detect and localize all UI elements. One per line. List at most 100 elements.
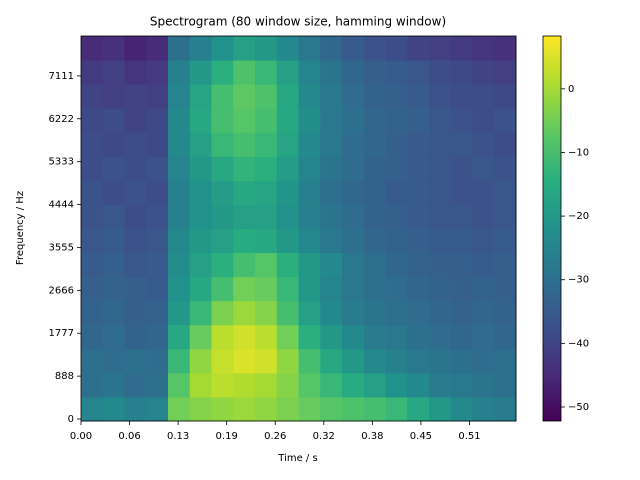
heatmap-cell: [146, 132, 169, 157]
heatmap-cell: [298, 60, 321, 85]
x-tick-label: 0.51: [458, 431, 480, 442]
heatmap-cell: [81, 156, 104, 181]
heatmap-cell: [450, 84, 473, 109]
heatmap-cell: [102, 348, 125, 374]
heatmap-cell: [494, 156, 517, 181]
heatmap-cell: [494, 132, 517, 157]
heatmap-cell: [320, 348, 343, 374]
heatmap-cell: [124, 276, 147, 302]
heatmap-cell: [124, 324, 147, 350]
x-tick-label: 0.06: [118, 431, 140, 442]
heatmap-cell: [211, 156, 234, 181]
heatmap-cell: [320, 276, 343, 302]
heatmap-cell: [298, 372, 321, 398]
heatmap-cell: [233, 348, 256, 374]
heatmap-cell: [429, 300, 452, 326]
heatmap-cell: [298, 252, 321, 278]
heatmap-cell: [211, 396, 234, 422]
heatmap-cell: [168, 132, 191, 157]
heatmap-cell: [363, 204, 386, 229]
heatmap-cell: [450, 156, 473, 181]
heatmap-cell: [146, 300, 169, 326]
y-tick-label: 2666: [49, 285, 74, 296]
heatmap-cell: [342, 108, 365, 133]
heatmap-cell: [189, 108, 212, 133]
heatmap-cell: [494, 108, 517, 133]
heatmap-cell: [363, 132, 386, 157]
heatmap-cell: [342, 228, 365, 254]
heatmap-cell: [189, 60, 212, 85]
heatmap-cell: [429, 396, 452, 422]
heatmap-cell: [233, 36, 256, 61]
heatmap-cell: [472, 60, 495, 85]
heatmap-cell: [494, 348, 517, 374]
heatmap-cell: [429, 180, 452, 205]
heatmap-cell: [102, 372, 125, 398]
heatmap-cell: [385, 252, 408, 278]
heatmap-cell: [102, 276, 125, 302]
heatmap-cell: [363, 84, 386, 109]
heatmap-cell: [255, 180, 278, 205]
heatmap-cell: [494, 372, 517, 398]
heatmap-cell: [320, 180, 343, 205]
heatmap-cell: [385, 300, 408, 326]
heatmap-cell: [342, 276, 365, 302]
heatmap-cell: [189, 252, 212, 278]
heatmap-cell: [298, 132, 321, 157]
heatmap-cell: [363, 228, 386, 254]
heatmap-cell: [342, 348, 365, 374]
heatmap-cell: [320, 108, 343, 133]
heatmap-cell: [146, 252, 169, 278]
heatmap-cell: [211, 60, 234, 85]
heatmap-cell: [146, 36, 169, 61]
heatmap-cell: [385, 36, 408, 61]
heatmap-cell: [320, 228, 343, 254]
heatmap-cell: [385, 204, 408, 229]
heatmap-cell: [407, 324, 430, 350]
heatmap-cell: [124, 300, 147, 326]
heatmap-cell: [320, 324, 343, 350]
heatmap-cell: [102, 132, 125, 157]
y-tick-label: 1777: [49, 328, 74, 339]
heatmap-cell: [342, 204, 365, 229]
heatmap-cell: [429, 252, 452, 278]
heatmap-cell: [450, 276, 473, 302]
y-tick-label: 3555: [49, 242, 74, 253]
heatmap-cell: [211, 204, 234, 229]
heatmap-cell: [124, 396, 147, 422]
heatmap-cell: [429, 60, 452, 85]
heatmap-cell: [385, 180, 408, 205]
colorbar-tick-label: 0: [568, 84, 574, 95]
heatmap-cell: [298, 204, 321, 229]
heatmap-cell: [211, 132, 234, 157]
heatmap-cell: [168, 348, 191, 374]
heatmap-cell: [407, 300, 430, 326]
heatmap-cell: [450, 204, 473, 229]
heatmap-cell: [124, 204, 147, 229]
heatmap-cell: [494, 180, 517, 205]
heatmap-cell: [276, 36, 299, 61]
y-tick-label: 888: [55, 371, 74, 382]
heatmap-cell: [494, 60, 517, 85]
heatmap-cell: [102, 300, 125, 326]
heatmap-cell: [298, 324, 321, 350]
heatmap-cell: [298, 276, 321, 302]
heatmap-cell: [102, 180, 125, 205]
heatmap-cell: [233, 324, 256, 350]
heatmap-cell: [276, 132, 299, 157]
heatmap-cell: [342, 156, 365, 181]
heatmap-cell: [233, 132, 256, 157]
heatmap-cell: [407, 132, 430, 157]
heatmap-cell: [494, 324, 517, 350]
heatmap-cell: [298, 84, 321, 109]
heatmap-cell: [255, 84, 278, 109]
heatmap-cell: [407, 204, 430, 229]
heatmap-cell: [124, 156, 147, 181]
heatmap-cell: [81, 276, 104, 302]
heatmap-cell: [450, 252, 473, 278]
heatmap-cell: [255, 36, 278, 61]
heatmap-cell: [450, 372, 473, 398]
heatmap-cell: [211, 252, 234, 278]
heatmap-cell: [211, 300, 234, 326]
heatmap-cell: [255, 396, 278, 422]
